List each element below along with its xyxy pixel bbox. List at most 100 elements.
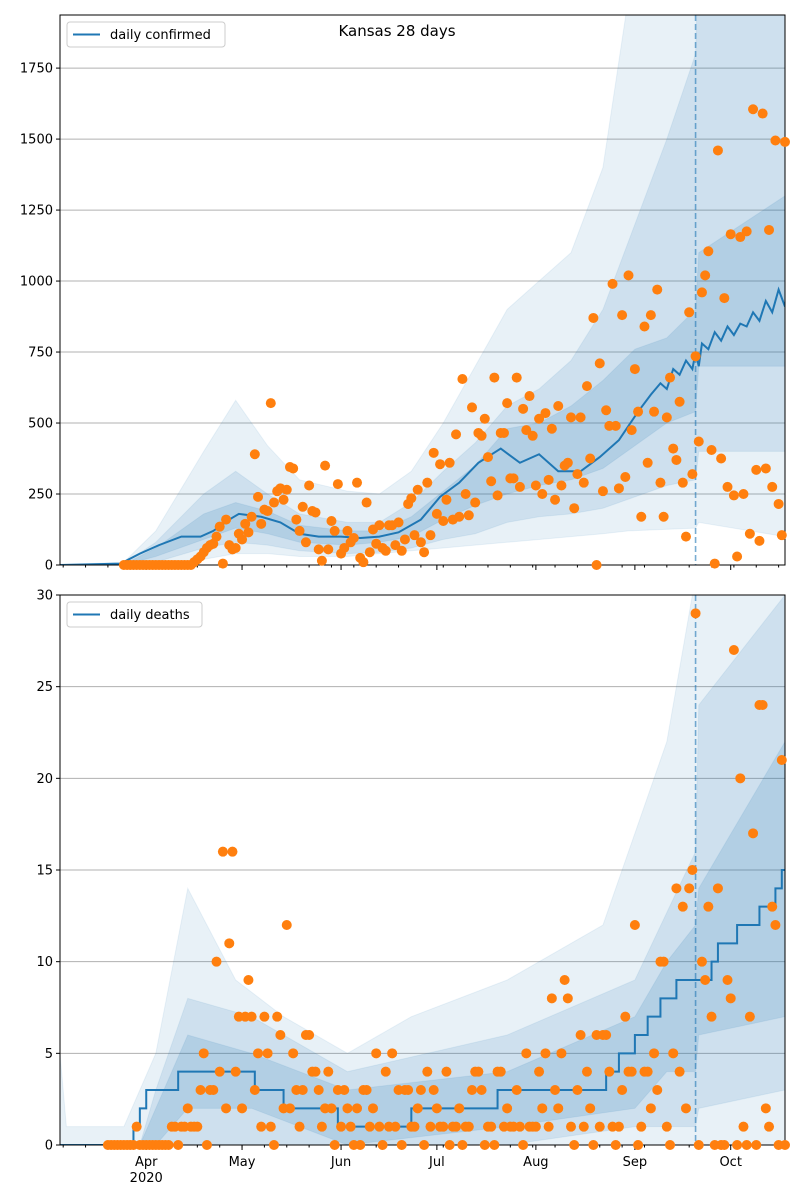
- data-point: [173, 1140, 184, 1150]
- data-point: [243, 975, 254, 985]
- data-point: [636, 511, 647, 522]
- data-point: [645, 1103, 656, 1114]
- data-point: [284, 1103, 295, 1114]
- plot-area: [60, 595, 785, 1145]
- data-point: [409, 530, 420, 541]
- data-point: [601, 405, 612, 416]
- data-point: [230, 1066, 241, 1077]
- data-point: [281, 920, 292, 930]
- data-point: [316, 555, 327, 566]
- data-point: [310, 507, 321, 518]
- data-point: [716, 453, 727, 464]
- data-point: [760, 1103, 771, 1114]
- axes-frame: [59, 14, 786, 566]
- data-point: [642, 1066, 653, 1077]
- data-point: [224, 938, 235, 949]
- data-point: [741, 226, 752, 237]
- data-point: [633, 406, 644, 417]
- data-point: [550, 494, 561, 505]
- data-point: [352, 1103, 363, 1114]
- data-point: [489, 372, 500, 383]
- data-point: [479, 1140, 490, 1150]
- data-point: [738, 489, 749, 500]
- x-tick-label: Jun: [330, 1155, 351, 1170]
- series-line: [60, 869, 785, 1145]
- data-point: [422, 477, 433, 488]
- data-point: [620, 1011, 631, 1022]
- data-point: [396, 1140, 407, 1150]
- data-point: [636, 1121, 647, 1132]
- data-point: [610, 420, 621, 431]
- data-point: [214, 521, 225, 532]
- data-point: [530, 480, 541, 491]
- data-point: [294, 525, 305, 536]
- data-point: [323, 1066, 334, 1077]
- data-point: [696, 287, 707, 298]
- data-point: [626, 1066, 637, 1077]
- data-point: [495, 1066, 506, 1077]
- data-point: [591, 560, 602, 570]
- data-point: [419, 1140, 430, 1150]
- band-middle: [60, 595, 785, 1145]
- data-point: [332, 479, 343, 490]
- y-tick-label: 25: [36, 680, 53, 695]
- data-point: [444, 1140, 455, 1150]
- data-point: [728, 490, 739, 501]
- data-point: [537, 1103, 548, 1114]
- data-point: [256, 1121, 267, 1132]
- data-point: [435, 459, 446, 470]
- data-point: [524, 391, 535, 402]
- data-point: [428, 447, 439, 458]
- data-point: [454, 511, 465, 522]
- data-point: [703, 246, 714, 257]
- data-point: [339, 542, 350, 553]
- data-point: [281, 484, 292, 495]
- data-point: [329, 525, 340, 536]
- data-point: [470, 497, 481, 508]
- data-point: [719, 1140, 730, 1150]
- data-point: [374, 1121, 385, 1132]
- data-point: [744, 528, 755, 539]
- data-point: [268, 497, 279, 508]
- data-point: [741, 1140, 752, 1150]
- data-point: [502, 398, 513, 409]
- data-point: [776, 530, 787, 541]
- data-point: [431, 1103, 442, 1114]
- data-point: [467, 402, 478, 413]
- data-point: [677, 901, 688, 912]
- data-point: [639, 321, 650, 332]
- data-point: [390, 540, 401, 551]
- data-point: [214, 1066, 225, 1077]
- x-tick-year: 2020: [130, 1171, 163, 1186]
- data-point: [690, 351, 701, 362]
- data-point: [537, 489, 548, 500]
- legend-box: [66, 601, 203, 628]
- data-point: [198, 1048, 209, 1059]
- data-point: [575, 1030, 586, 1040]
- data-point: [530, 1121, 541, 1132]
- y-tick-label: 1000: [20, 275, 53, 290]
- data-point: [757, 700, 768, 710]
- band-outer: [60, 595, 785, 1145]
- data-point: [253, 491, 264, 502]
- data-point: [597, 486, 608, 497]
- data-point: [482, 452, 493, 463]
- data-point: [767, 481, 778, 492]
- data-point: [680, 531, 691, 542]
- data-point: [703, 901, 714, 912]
- data-point: [562, 993, 573, 1004]
- data-point: [409, 1121, 420, 1132]
- data-point: [425, 530, 436, 541]
- data-point: [476, 1085, 487, 1095]
- data-point: [243, 527, 254, 538]
- data-point: [569, 1140, 580, 1150]
- data-point: [514, 481, 525, 492]
- data-point: [518, 1140, 529, 1150]
- data-point: [422, 1066, 433, 1077]
- data-point: [684, 883, 695, 894]
- data-point: [655, 477, 666, 488]
- data-point: [521, 1048, 532, 1059]
- data-point: [457, 374, 468, 385]
- data-point: [642, 457, 653, 468]
